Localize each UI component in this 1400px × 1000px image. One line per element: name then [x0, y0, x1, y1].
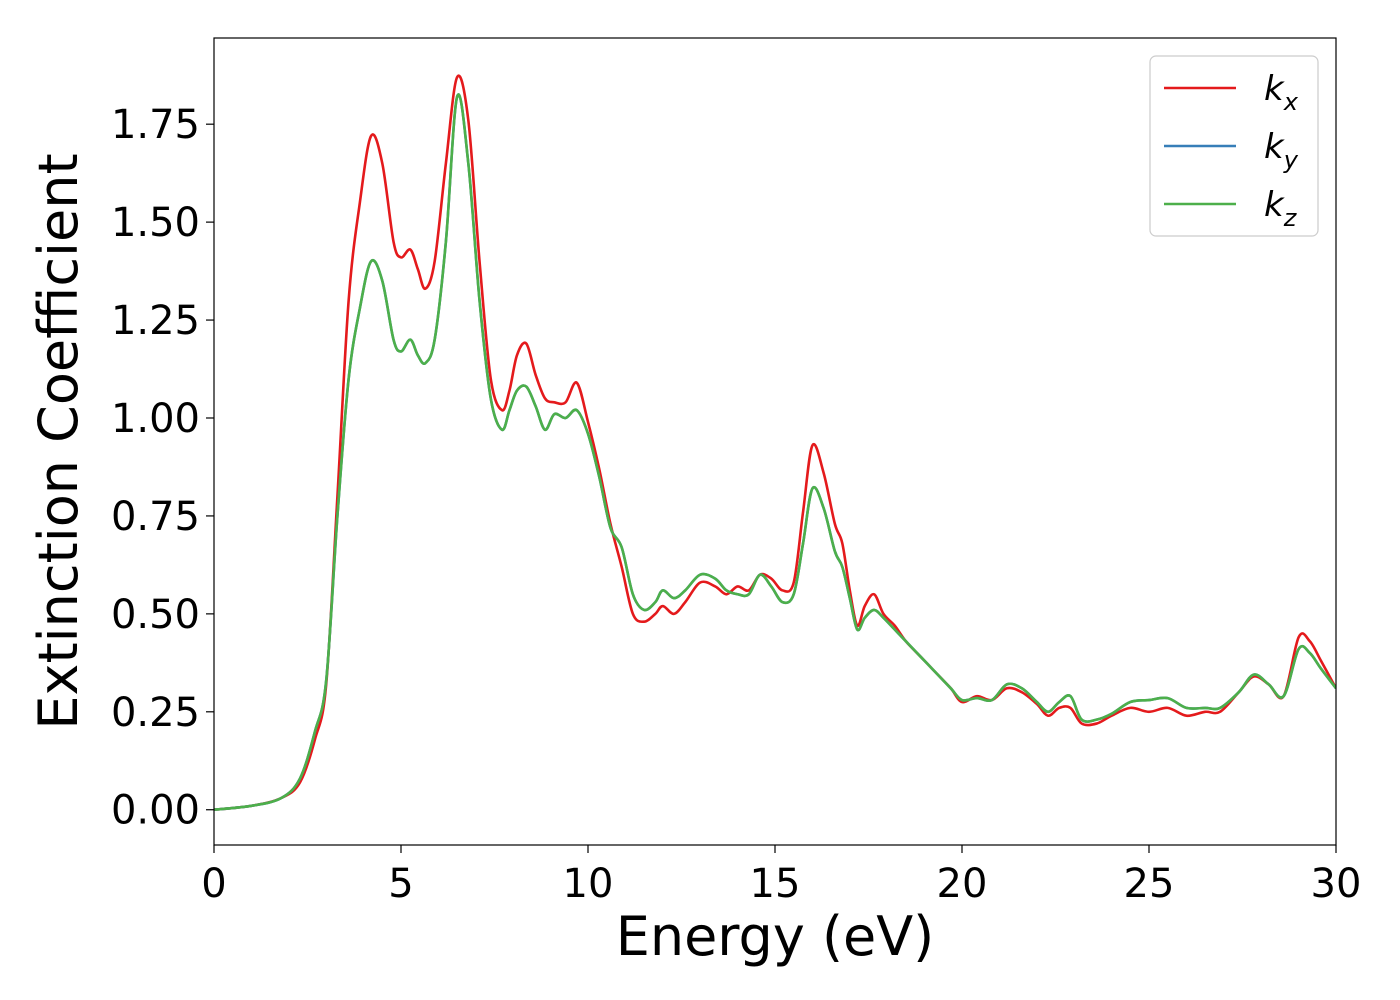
- y-tick-label: 1.75: [111, 102, 200, 148]
- legend-label-y: ky: [1264, 127, 1299, 174]
- legend-label-subscript: x: [1283, 88, 1299, 116]
- y-tick-label: 0.00: [111, 788, 200, 834]
- x-tick-label: 25: [1124, 861, 1175, 907]
- legend-label-subscript: y: [1283, 146, 1299, 174]
- x-tick-label: 0: [201, 861, 226, 907]
- x-axis-title: Energy (eV): [616, 905, 935, 968]
- x-tick-label: 5: [388, 861, 413, 907]
- y-tick-label: 1.00: [111, 396, 200, 442]
- x-tick-label: 10: [563, 861, 614, 907]
- legend-label-base: k: [1264, 69, 1285, 109]
- legend-label-base: k: [1264, 127, 1285, 167]
- y-tick-label: 1.25: [111, 298, 200, 344]
- legend-label-subscript: z: [1283, 204, 1298, 232]
- x-axis: 0 5 10 15 20 25 30: [201, 845, 1361, 907]
- y-tick-label: 0.25: [111, 690, 200, 736]
- series-line-x: [214, 74, 1336, 812]
- legend-label-x: kx: [1264, 69, 1299, 116]
- x-tick-label: 15: [750, 861, 801, 907]
- y-tick-label: 0.75: [111, 494, 200, 540]
- y-axis-title: Extinction Coefficient: [27, 153, 90, 729]
- x-tick-label: 20: [937, 861, 988, 907]
- series-line-z: [214, 93, 1336, 812]
- y-tick-label: 0.50: [111, 592, 200, 638]
- legend-label-base: k: [1264, 185, 1285, 225]
- y-tick-label: 1.50: [111, 200, 200, 246]
- y-axis: 0.00 0.25 0.50 0.75 1.00 1.25 1.50 1.75: [111, 102, 214, 834]
- series-layer: [214, 74, 1336, 812]
- legend-label-z: kz: [1264, 185, 1298, 232]
- x-tick-label: 30: [1311, 861, 1362, 907]
